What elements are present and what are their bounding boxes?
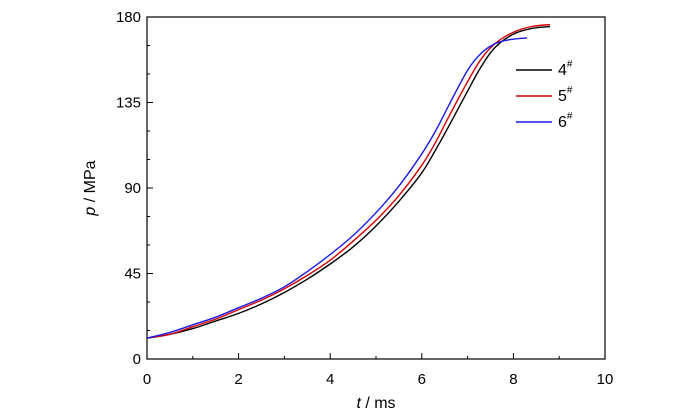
x-axis-title: t / ms <box>356 395 395 412</box>
x-tick-label: 10 <box>597 371 614 388</box>
legend-label-4: 4# <box>558 59 573 79</box>
x-tick-label: 2 <box>234 371 242 388</box>
legend: 4# 5# 6# <box>516 59 573 131</box>
y-tick-label: 180 <box>116 9 141 26</box>
series-line-6 <box>146 37 528 339</box>
y-tick-label: 0 <box>133 351 141 368</box>
x-tick-label: 8 <box>509 371 517 388</box>
y-axis-title: p / MPa <box>82 160 99 216</box>
x-tick-label: 0 <box>143 371 151 388</box>
y-tick-label: 135 <box>116 95 141 112</box>
series-line-5 <box>146 23 551 339</box>
x-tick-label: 4 <box>326 371 334 388</box>
legend-label-6: 6# <box>558 111 573 131</box>
legend-label-5: 5# <box>558 85 573 105</box>
y-tick-label: 45 <box>124 266 141 283</box>
axis-ticks: 0 2 4 6 8 10 0 45 90 135 180 <box>116 9 613 388</box>
x-tick-label: 6 <box>418 371 426 388</box>
series-line-4 <box>146 25 551 339</box>
series-layer <box>146 23 551 339</box>
plot-frame <box>146 16 606 360</box>
y-tick-label: 90 <box>124 180 141 197</box>
